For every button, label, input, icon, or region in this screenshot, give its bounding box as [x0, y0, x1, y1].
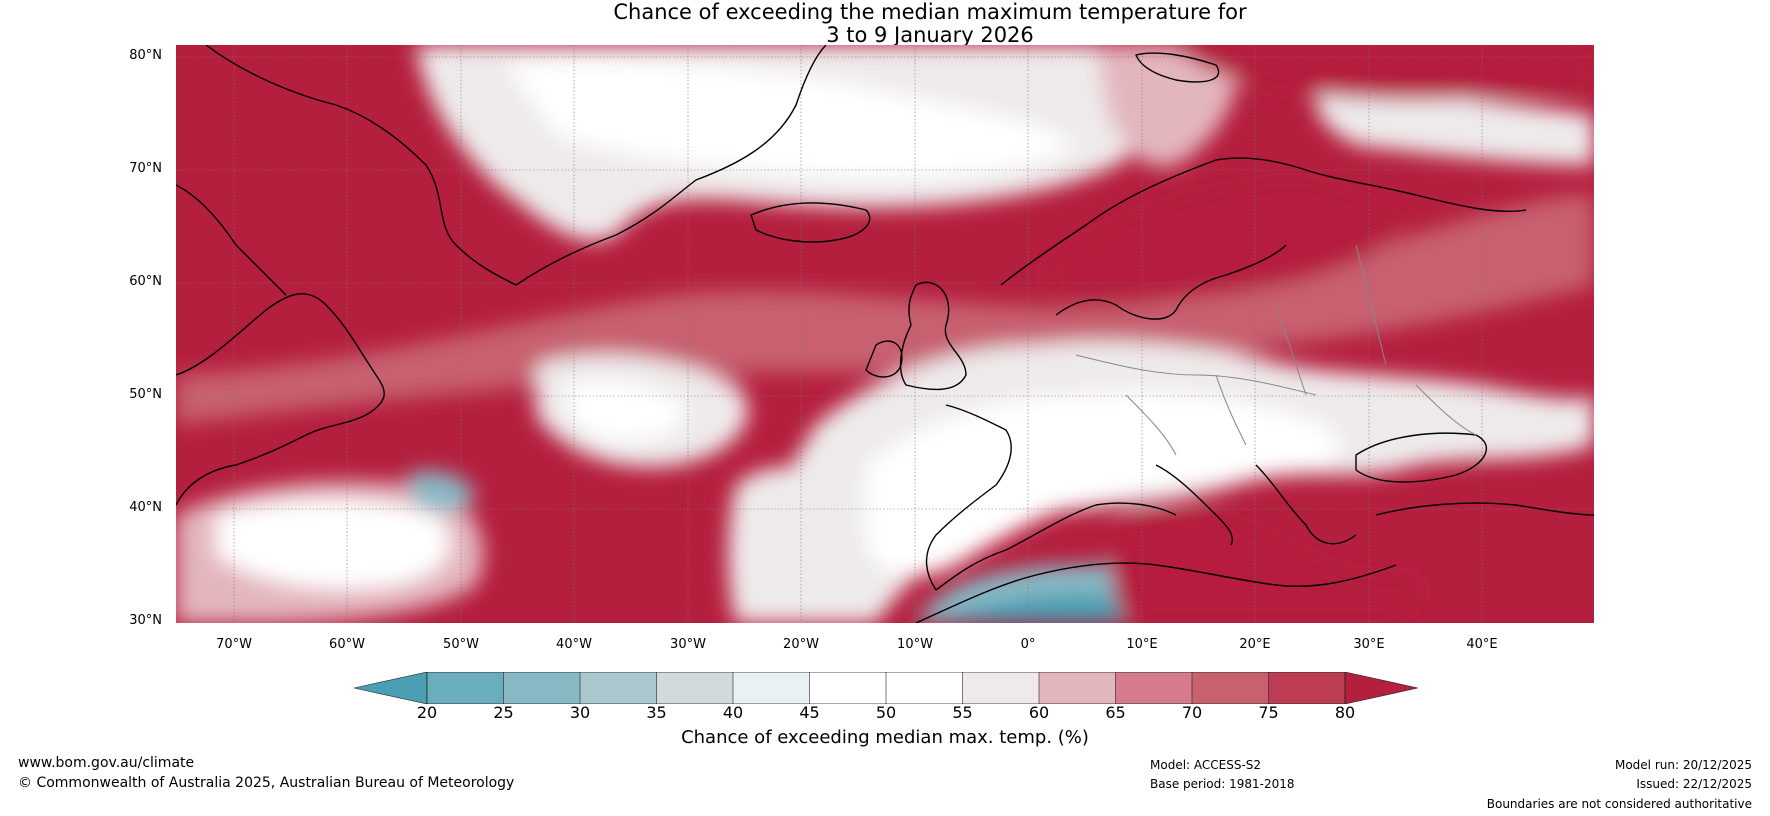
lon-label-20w: 20°W — [783, 637, 819, 652]
colorbar-tick-25: 25 — [493, 703, 514, 722]
footer-issued: Issued: 22/12/2025 — [1636, 777, 1752, 791]
colorbar-seg-55-60 — [962, 672, 1039, 704]
colorbar-tick-80: 80 — [1334, 703, 1356, 722]
footer-website: www.bom.gov.au/climate — [18, 755, 195, 771]
lon-label-60w: 60°W — [329, 637, 365, 652]
colorbar-seg-65-70 — [1115, 672, 1192, 704]
lat-label-70n: 70°N — [129, 161, 162, 176]
colorbar-tick-20: 20 — [416, 703, 438, 722]
colorbar-tick-60: 60 — [1028, 703, 1050, 722]
lon-label-40w: 40°W — [556, 637, 592, 652]
footer-model-run: Model run: 20/12/2025 — [1614, 758, 1752, 772]
colorbar-seg-75-80 — [1268, 672, 1345, 704]
colorbar-tick-55: 55 — [952, 703, 973, 722]
footer-copyright: © Commonwealth of Australia 2025, Austra… — [18, 775, 515, 791]
lat-label-80n: 80°N — [129, 48, 162, 63]
lon-label-10e: 10°E — [1126, 637, 1158, 652]
lon-label-0: 0° — [1020, 637, 1036, 652]
colorbar-tick-45: 45 — [799, 703, 820, 722]
colorbar-seg-20-25 — [427, 672, 504, 704]
colorbar-tick-30: 30 — [569, 703, 591, 722]
colorbar-seg-70-75 — [1192, 672, 1269, 704]
colorbar-tick-40: 40 — [722, 703, 744, 722]
colorbar-seg-40-45 — [733, 672, 810, 704]
map-svg — [176, 45, 1594, 623]
chart-title-line2: 3 to 9 January 2026 — [826, 23, 1034, 47]
colorbar-low-arrow — [354, 672, 428, 704]
colorbar-seg-60-65 — [1039, 672, 1116, 704]
country-borders — [1075, 244, 1477, 456]
chart-title-line1: Chance of exceeding the median maximum t… — [613, 0, 1247, 24]
footer-disclaimer: Boundaries are not considered authoritat… — [1486, 797, 1752, 811]
lon-label-30e: 30°E — [1353, 637, 1385, 652]
lat-label-50n: 50°N — [129, 387, 162, 402]
lat-label-60n: 60°N — [129, 274, 162, 289]
lon-label-50w: 50°W — [443, 637, 479, 652]
colorbar-tick-70: 70 — [1181, 703, 1203, 722]
lat-label-30n: 30°N — [129, 613, 162, 628]
colorbar-label: Chance of exceeding median max. temp. (%… — [681, 727, 1089, 748]
lon-label-10w: 10°W — [897, 637, 933, 652]
lon-label-70w: 70°W — [216, 637, 252, 652]
colorbar-tick-50: 50 — [875, 703, 897, 722]
colorbar-tick-35: 35 — [646, 703, 667, 722]
probability-map — [176, 45, 1594, 623]
colorbar-seg-25-30 — [503, 672, 580, 704]
shading-layer — [176, 45, 1594, 623]
coastlines — [176, 45, 1594, 623]
colorbar-seg-50-55 — [886, 672, 963, 704]
colorbar-tick-65: 65 — [1105, 703, 1126, 722]
colorbar-tick-75: 75 — [1258, 703, 1279, 722]
lat-label-40n: 40°N — [129, 500, 162, 515]
colorbar-high-arrow — [1344, 672, 1418, 704]
colorbar-seg-30-35 — [580, 672, 657, 704]
colorbar — [354, 672, 1418, 704]
lon-label-20e: 20°E — [1239, 637, 1271, 652]
lon-label-30w: 30°W — [670, 637, 706, 652]
colorbar-seg-45-50 — [809, 672, 886, 704]
colorbar-seg-35-40 — [656, 672, 733, 704]
footer-model: Model: ACCESS-S2 — [1150, 758, 1262, 772]
lon-label-40e: 40°E — [1466, 637, 1498, 652]
footer-base-period: Base period: 1981-2018 — [1150, 777, 1295, 791]
